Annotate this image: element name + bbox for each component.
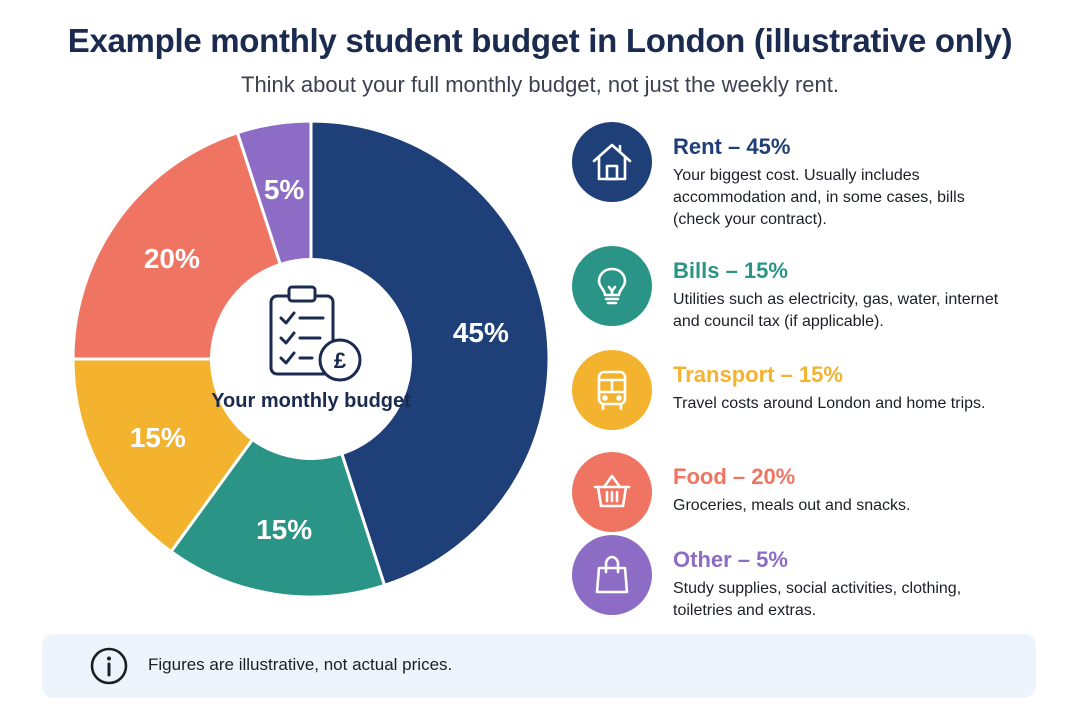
data-label-other: 5% bbox=[264, 174, 305, 205]
legend-heading: Food – 20% bbox=[673, 464, 796, 489]
house-icon bbox=[572, 122, 652, 202]
bus-icon bbox=[572, 350, 652, 430]
legend-heading: Bills – 15% bbox=[673, 258, 788, 283]
page-title: Example monthly student budget in London… bbox=[67, 22, 1013, 59]
data-label-rent: 45% bbox=[453, 317, 509, 348]
page-subtitle: Think about your full monthly budget, no… bbox=[241, 72, 839, 97]
data-labels: 45% 15% 15% 20% 5% bbox=[130, 174, 509, 545]
data-label-food: 20% bbox=[144, 243, 200, 274]
legend-description: Travel costs around London and home trip… bbox=[673, 395, 986, 412]
lightbulb-icon bbox=[572, 246, 652, 326]
pie-slice-bills bbox=[169, 355, 387, 599]
clipboard-pound-icon: £ bbox=[269, 285, 362, 382]
legend-description: Your biggest cost. Usually includes acco… bbox=[673, 167, 965, 228]
data-label-bills: 15% bbox=[256, 514, 312, 545]
legend-heading: Other – 5% bbox=[673, 547, 788, 572]
pie-slice-rent bbox=[309, 119, 551, 588]
info-note-text: Figures are illustrative, not actual pri… bbox=[148, 655, 453, 674]
svg-text:£: £ bbox=[334, 348, 347, 373]
legend-description: Study supplies, social activities, cloth… bbox=[673, 580, 962, 619]
info-note: Figures are illustrative, not actual pri… bbox=[42, 634, 1036, 698]
legend-heading: Rent – 45% bbox=[673, 134, 791, 159]
donut-center-label: Your monthly budget bbox=[211, 390, 411, 412]
legend-description: Utilities such as electricity, gas, wate… bbox=[673, 291, 999, 330]
data-label-transport: 15% bbox=[130, 422, 186, 453]
legend-description: Groceries, meals out and snacks. bbox=[673, 497, 911, 514]
legend-heading: Transport – 15% bbox=[673, 362, 843, 387]
shopping-bag-icon bbox=[572, 535, 652, 615]
info-icon bbox=[90, 647, 128, 685]
basket-icon bbox=[572, 452, 652, 532]
